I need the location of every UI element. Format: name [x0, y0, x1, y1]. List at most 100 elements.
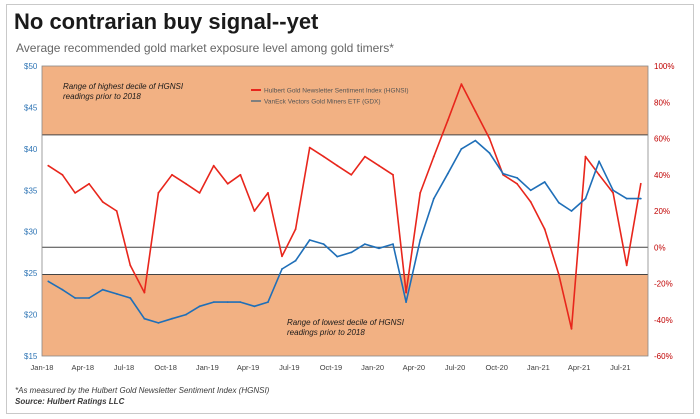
hgnsi-point — [88, 182, 90, 185]
gdx-point — [308, 239, 311, 241]
hgnsi-point — [198, 192, 201, 194]
hgnsi-point — [570, 327, 573, 330]
left-tick-label: $25 — [24, 269, 38, 278]
right-tick-label: -60% — [654, 352, 673, 361]
gdx-point — [47, 280, 50, 283]
decile-band-high — [42, 66, 648, 135]
hgnsi-point — [253, 210, 256, 212]
hgnsi-point — [143, 291, 146, 294]
gdx-point — [557, 201, 560, 204]
left-tick-label: $30 — [24, 228, 38, 237]
gdx-point — [74, 297, 76, 299]
hgnsi-point — [516, 182, 518, 185]
gdx-point — [115, 293, 118, 295]
x-tick-label: Jan-19 — [196, 363, 219, 372]
gdx-point — [446, 172, 449, 175]
hgnsi-point — [557, 273, 560, 276]
gdx-point — [281, 268, 283, 270]
hgnsi-line — [47, 83, 642, 330]
gdx-point — [419, 239, 422, 241]
x-tick-label: Apr-19 — [237, 363, 260, 372]
left-tick-label: $45 — [24, 103, 38, 112]
gdx-point — [185, 313, 187, 316]
gdx-point — [488, 152, 491, 154]
hgnsi-point — [405, 291, 407, 294]
x-tick-label: Jul-19 — [279, 363, 299, 372]
right-tick-label: 100% — [654, 62, 674, 71]
hgnsi-point — [364, 155, 366, 158]
hgnsi-point — [584, 155, 587, 158]
right-tick-label: 20% — [654, 207, 670, 216]
x-tick-label: Jan-21 — [527, 363, 550, 372]
x-tick-label: Oct-20 — [485, 363, 508, 372]
hgnsi-point — [267, 192, 269, 194]
gdx-point — [570, 210, 573, 212]
gdx-point — [336, 255, 339, 258]
annotation-lowest-decile: Range of lowest decile of HGNSI readings … — [287, 318, 405, 337]
gdx-point — [474, 139, 477, 142]
hgnsi-point — [115, 210, 118, 212]
plot-border — [41, 65, 649, 357]
hgnsi-point — [336, 164, 339, 167]
x-tick-label: Jan-20 — [361, 363, 384, 372]
left-tick-label: $20 — [24, 311, 38, 320]
hgnsi-point — [129, 264, 132, 267]
hgnsi-point — [239, 173, 242, 176]
gdx-point — [625, 197, 628, 200]
hgnsi-point — [101, 201, 104, 203]
right-tick-label: -20% — [654, 280, 673, 289]
hgnsi-point — [474, 110, 477, 113]
hgnsi-point — [322, 155, 325, 158]
gdx-point — [143, 317, 146, 320]
x-tick-label: Apr-21 — [568, 363, 591, 372]
hgnsi-point — [350, 173, 353, 176]
hgnsi-point — [460, 83, 463, 85]
x-tick-label: Oct-18 — [154, 363, 177, 372]
hgnsi-point — [61, 173, 64, 176]
hgnsi-point — [212, 164, 215, 167]
hgnsi-point — [625, 264, 628, 267]
gdx-point — [61, 288, 64, 291]
chart-frame — [6, 4, 694, 414]
left-tick-label: $50 — [24, 62, 38, 71]
gdx-point — [543, 181, 546, 183]
right-tick-label: 60% — [654, 135, 670, 144]
hgnsi-point — [432, 155, 435, 158]
gdx-point — [239, 301, 242, 303]
legend-label-1: VanEck Vectors Gold Miners ETF (GDX) — [264, 99, 381, 106]
left-tick-label: $35 — [24, 186, 38, 195]
hgnsi-point — [308, 146, 311, 149]
x-tick-label: Apr-20 — [403, 363, 426, 372]
hgnsi-point — [378, 164, 380, 167]
right-tick-label: -40% — [654, 316, 673, 325]
gdx-point — [502, 172, 504, 175]
hgnsi-point — [392, 173, 394, 176]
gdx-line — [47, 139, 641, 324]
left-tick-label: $15 — [24, 352, 38, 361]
gdx-point — [516, 177, 518, 179]
gdx-point — [432, 197, 435, 200]
gdx-point — [405, 301, 407, 303]
x-tick-label: Apr-18 — [72, 363, 95, 372]
gdx-point — [612, 189, 614, 192]
hgnsi-point — [226, 182, 229, 185]
legend-label-0: Hulbert Gold Newsletter Sentiment Index … — [264, 88, 409, 95]
chart-title: No contrarian buy signal--yet — [14, 9, 319, 34]
hgnsi-point — [294, 228, 297, 231]
hgnsi-point — [639, 182, 642, 185]
hgnsi-point — [612, 192, 614, 194]
gdx-point — [378, 247, 380, 250]
x-tick-label: Jul-20 — [445, 363, 465, 372]
hgnsi-point — [419, 192, 422, 194]
gdx-point — [101, 288, 104, 291]
x-tick-label: Oct-19 — [320, 363, 343, 372]
gdx-point — [157, 322, 160, 324]
hgnsi-point — [185, 182, 187, 185]
decile-band-low — [42, 274, 648, 356]
gdx-point — [598, 160, 600, 163]
hgnsi-point — [446, 119, 449, 122]
hgnsi-point — [281, 255, 283, 258]
right-tick-label: 40% — [654, 171, 670, 180]
gdx-point — [129, 297, 132, 299]
footnote: *As measured by the Hulbert Gold Newslet… — [15, 386, 270, 395]
